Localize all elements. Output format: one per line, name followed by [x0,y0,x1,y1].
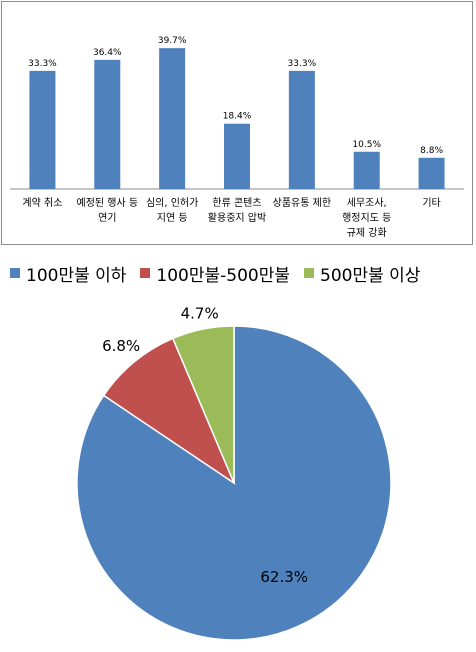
bar [224,123,250,189]
bar [288,70,315,189]
legend-item: 100만불-500만불 [140,261,290,286]
category-label-line: 계약 취소 [22,197,62,209]
category-label-line: 심의, 인허가 [146,197,198,209]
pie-slice [76,325,392,641]
legend-label: 100만불 이하 [26,265,127,286]
bar [353,151,380,189]
bar [94,59,121,189]
pie-value-label: 62.3% [260,568,308,586]
legend-label: 500만불 이상 [320,265,421,286]
category-label: 기타 [422,197,440,209]
category-label-line: 상품유통 제한 [273,197,331,209]
legend-swatch [10,268,20,278]
bar [418,157,445,189]
bar [159,48,186,190]
category-label-line: 규제 강화 [347,227,387,239]
bar-value-label: 8.8% [420,146,443,156]
bar-value-label: 33.3% [288,59,317,69]
legend-swatch [304,268,315,278]
bar-value-label: 10.5% [352,140,381,150]
pie-slice [171,325,235,484]
category-label-line: 행정지도 등 [342,212,391,224]
legend-item: 100만불 이하 [10,261,126,286]
pie-value-label: 6.8% [102,337,140,355]
legend-item: 500만불 이상 [304,261,420,286]
pie-value-label: 4.7% [181,305,219,323]
bar-value-label: 39.7% [158,36,187,46]
category-label: 계약 취소 [22,197,62,209]
pie-legend: 100만불 이하 100만불-500만불 500만불 이상 [10,261,470,286]
legend-label: 100만불-500만불 [156,265,291,286]
category-label-line: 지연 등 [157,212,188,224]
category-label-line: 연기 [98,212,116,224]
category-label-line: 기타 [422,197,440,209]
category-label-line: 활용중지 압박 [208,211,266,224]
category-label: 상품유통 제한 [273,197,331,209]
bar-value-label: 18.4% [223,112,252,122]
pie-slice [102,337,236,486]
legend-swatch [140,268,151,278]
bar-value-label: 33.3% [28,59,57,69]
bar-value-label: 36.4% [93,48,122,58]
category-label-line: 세무조사, [347,197,387,209]
category-label-line: 한류 콘텐츠 [212,197,261,209]
category-label-line: 예정된 행사 등 [77,197,139,209]
bar [29,70,56,189]
pie-chart: 62.3% 6.8% 4.7% [76,305,392,641]
